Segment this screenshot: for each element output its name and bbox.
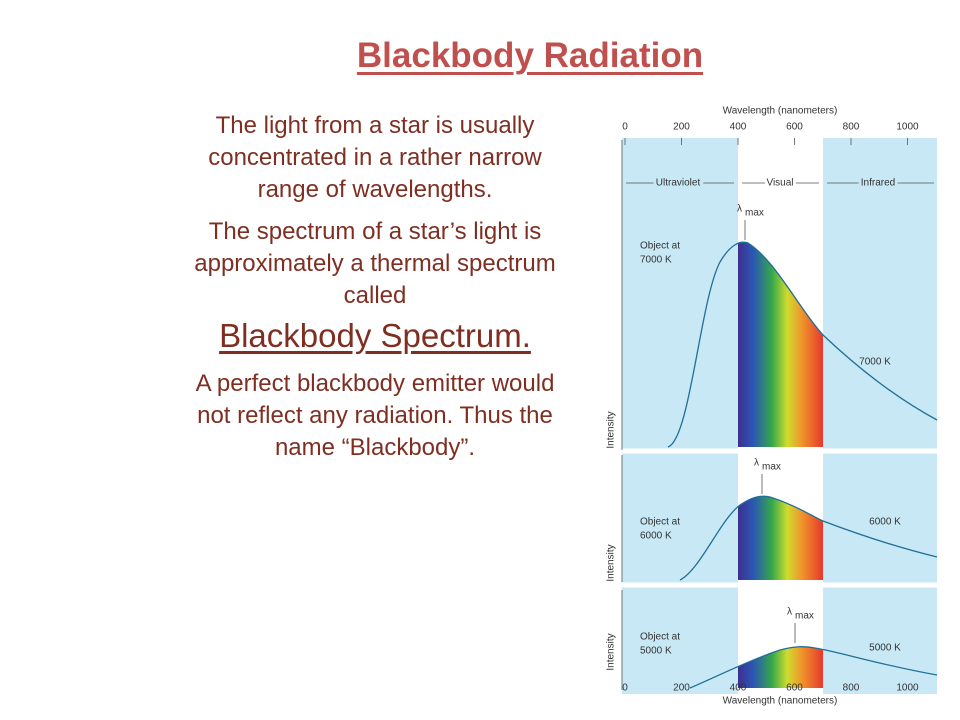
- top-tick-label: 600: [786, 122, 803, 133]
- curves: [667, 241, 938, 689]
- object-label: 7000 K: [640, 255, 672, 266]
- lambda-subscript: max: [795, 611, 814, 622]
- bottom-tick-label: 600: [786, 683, 803, 694]
- region-label: Ultraviolet: [656, 178, 701, 189]
- curve: [689, 646, 938, 689]
- paragraph: The spectrum of a star’s light is approx…: [188, 216, 562, 358]
- axis-lines: [621, 140, 934, 690]
- lambda-subscript: max: [745, 208, 764, 219]
- curve-label: 5000 K: [869, 643, 901, 654]
- lambda-symbol: λ: [787, 607, 792, 618]
- paragraph: The light from a star is usually concent…: [188, 110, 562, 206]
- y-label: Intensity: [606, 544, 617, 581]
- paragraph-text: The spectrum of a star’s light is approx…: [194, 218, 556, 309]
- paragraph: A perfect blackbody emitter would not re…: [188, 368, 562, 464]
- curve-label: 7000 K: [859, 357, 891, 368]
- paragraph-text: A perfect blackbody emitter would not re…: [195, 370, 555, 461]
- object-label: Object at: [640, 241, 680, 252]
- bottom-tick-label: 800: [843, 683, 860, 694]
- emphasis: Blackbody Spectrum.: [219, 317, 531, 354]
- object-label: Object at: [640, 517, 680, 528]
- axis-title: Wavelength (nanometers): [723, 696, 838, 707]
- lambda-symbol: λ: [754, 458, 759, 469]
- slide-title: Blackbody Radiation: [356, 36, 704, 75]
- bottom-tick-label: 0: [622, 683, 628, 694]
- object-label: Object at: [640, 632, 680, 643]
- y-label: Intensity: [606, 411, 617, 448]
- ir-band: [823, 138, 937, 694]
- panel-dividers: [622, 448, 937, 588]
- lambda-symbol: λ: [737, 204, 742, 215]
- uv-band: [622, 138, 738, 694]
- lambda-subscript: max: [762, 462, 781, 473]
- paragraph-text: The light from a star is usually concent…: [208, 112, 542, 203]
- top-tick-label: 400: [730, 122, 747, 133]
- region-label: Infrared: [861, 178, 895, 189]
- top-tick-label: 0: [622, 122, 628, 133]
- object-label: 5000 K: [640, 646, 672, 657]
- bottom-tick-label: 200: [673, 683, 690, 694]
- top-tick-label: 800: [843, 122, 860, 133]
- top-tick-label: 200: [673, 122, 690, 133]
- curve-label: 6000 K: [869, 517, 901, 528]
- bottom-tick-label: 400: [730, 683, 747, 694]
- region-label: Visual: [766, 178, 793, 189]
- y-label: Intensity: [606, 633, 617, 670]
- top-tick-label: 1000: [896, 122, 919, 133]
- curve: [679, 495, 938, 581]
- bottom-tick-label: 1000: [896, 683, 919, 694]
- curve: [667, 241, 938, 448]
- object-label: 6000 K: [640, 531, 672, 542]
- text-body: The light from a star is usually concent…: [188, 110, 562, 474]
- axis-title: Wavelength (nanometers): [723, 106, 838, 117]
